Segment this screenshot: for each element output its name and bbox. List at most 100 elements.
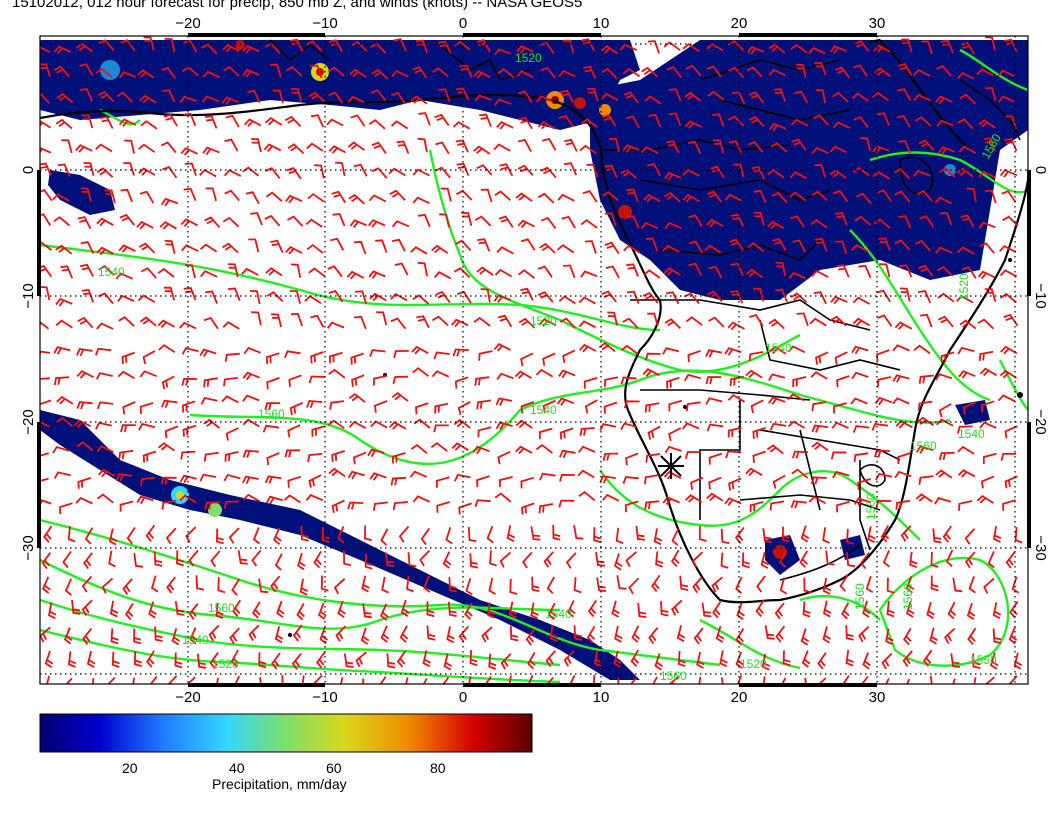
wind-barb bbox=[894, 190, 911, 203]
wind-barb bbox=[391, 238, 406, 252]
wind-barb bbox=[179, 474, 197, 484]
wind-barb bbox=[972, 653, 981, 669]
wind-barb bbox=[581, 118, 598, 129]
wind-barb bbox=[620, 376, 637, 385]
wind-barb bbox=[140, 120, 158, 130]
contour-label: 1520 bbox=[515, 51, 542, 65]
wind-barb bbox=[613, 650, 622, 668]
wind-barb bbox=[458, 625, 469, 643]
wind-barb bbox=[111, 651, 120, 668]
wind-barb bbox=[621, 344, 638, 355]
wind-barb bbox=[164, 37, 176, 53]
wind-barb bbox=[139, 190, 155, 204]
wind-barb bbox=[894, 470, 912, 479]
wind-barb bbox=[434, 113, 450, 127]
wind-barb bbox=[251, 138, 262, 153]
lat-tick-right: −20 bbox=[1032, 409, 1049, 434]
wind-barb bbox=[894, 239, 911, 251]
wind-barb bbox=[391, 452, 406, 464]
wind-barb bbox=[118, 244, 136, 253]
lon-tick-bottom: 30 bbox=[869, 689, 886, 706]
wind-barb bbox=[310, 351, 324, 364]
wind-barb bbox=[476, 164, 493, 176]
wind-barb bbox=[368, 194, 387, 203]
wind-barb bbox=[472, 445, 490, 455]
wind-barb bbox=[688, 240, 703, 254]
wind-barb bbox=[98, 292, 114, 305]
wind-barb bbox=[474, 215, 492, 227]
wind-barb bbox=[371, 68, 389, 80]
wind-barb bbox=[596, 577, 607, 592]
wind-barb bbox=[473, 145, 491, 155]
wind-barb bbox=[313, 550, 322, 569]
lat-tick-left: 0 bbox=[20, 166, 37, 174]
wind-barb bbox=[517, 219, 535, 229]
wind-barb bbox=[712, 601, 722, 619]
wind-barb bbox=[343, 550, 352, 567]
wind-barb bbox=[350, 114, 366, 127]
wind-barb bbox=[96, 167, 114, 178]
wind-barb bbox=[516, 70, 534, 79]
wind-barb bbox=[916, 416, 934, 427]
wind-barb bbox=[474, 94, 492, 102]
wind-barb bbox=[741, 552, 750, 569]
contour-label: 1520 bbox=[530, 314, 557, 328]
wind-barb bbox=[121, 351, 136, 365]
wind-barb bbox=[95, 421, 112, 430]
wind-barb bbox=[110, 628, 119, 645]
wind-barb bbox=[265, 352, 280, 365]
wind-barb bbox=[622, 317, 639, 329]
wind-barb bbox=[455, 239, 472, 252]
wind-barb bbox=[978, 221, 996, 229]
wind-barb bbox=[652, 676, 658, 684]
wind-barb bbox=[509, 578, 518, 595]
wind-barb bbox=[800, 525, 810, 543]
lon-tick-bottom: 0 bbox=[459, 689, 467, 706]
wind-barb bbox=[318, 602, 327, 620]
wind-barb bbox=[701, 602, 712, 618]
wind-barb bbox=[617, 678, 620, 684]
wind-barb bbox=[929, 675, 933, 684]
wind-barb bbox=[448, 601, 457, 617]
wind-barb bbox=[369, 472, 387, 481]
wind-barb bbox=[729, 238, 744, 251]
wind-barb bbox=[583, 377, 598, 389]
wind-barb bbox=[171, 628, 181, 646]
wind-barb bbox=[327, 419, 345, 430]
wind-barb bbox=[97, 468, 116, 478]
wind-barb bbox=[655, 551, 664, 568]
wind-barb bbox=[896, 114, 911, 128]
wind-barb bbox=[77, 216, 92, 230]
wind-barb bbox=[81, 599, 93, 616]
wind-barb bbox=[579, 144, 597, 155]
wind-barb bbox=[308, 375, 325, 384]
wind-barb bbox=[1000, 452, 1017, 461]
wind-barb bbox=[276, 600, 285, 618]
wind-barb bbox=[999, 269, 1018, 278]
wind-barb bbox=[348, 193, 366, 205]
wind-barb bbox=[919, 313, 933, 328]
wind-barb bbox=[790, 215, 805, 228]
wind-barb bbox=[899, 287, 911, 302]
wind-barb bbox=[203, 418, 221, 429]
wind-barb bbox=[166, 576, 177, 594]
wind-barb bbox=[221, 395, 239, 404]
wind-barb bbox=[67, 525, 76, 543]
wind-barb bbox=[769, 500, 785, 511]
wind-barb bbox=[517, 90, 533, 103]
wind-barb bbox=[179, 321, 197, 330]
wind-barb bbox=[522, 551, 533, 569]
wind-barb bbox=[637, 603, 647, 619]
wind-barb bbox=[290, 88, 303, 102]
wind-barbs bbox=[40, 36, 1023, 684]
wind-barb bbox=[853, 116, 869, 129]
wind-barb bbox=[264, 116, 283, 126]
wind-barb bbox=[604, 241, 620, 255]
wind-barb bbox=[860, 552, 870, 570]
wind-barb bbox=[580, 219, 598, 229]
wind-barb bbox=[458, 502, 472, 515]
wind-barb bbox=[569, 675, 576, 684]
wind-barb bbox=[538, 503, 554, 514]
wind-barb bbox=[215, 677, 220, 684]
wind-barb bbox=[937, 292, 955, 303]
